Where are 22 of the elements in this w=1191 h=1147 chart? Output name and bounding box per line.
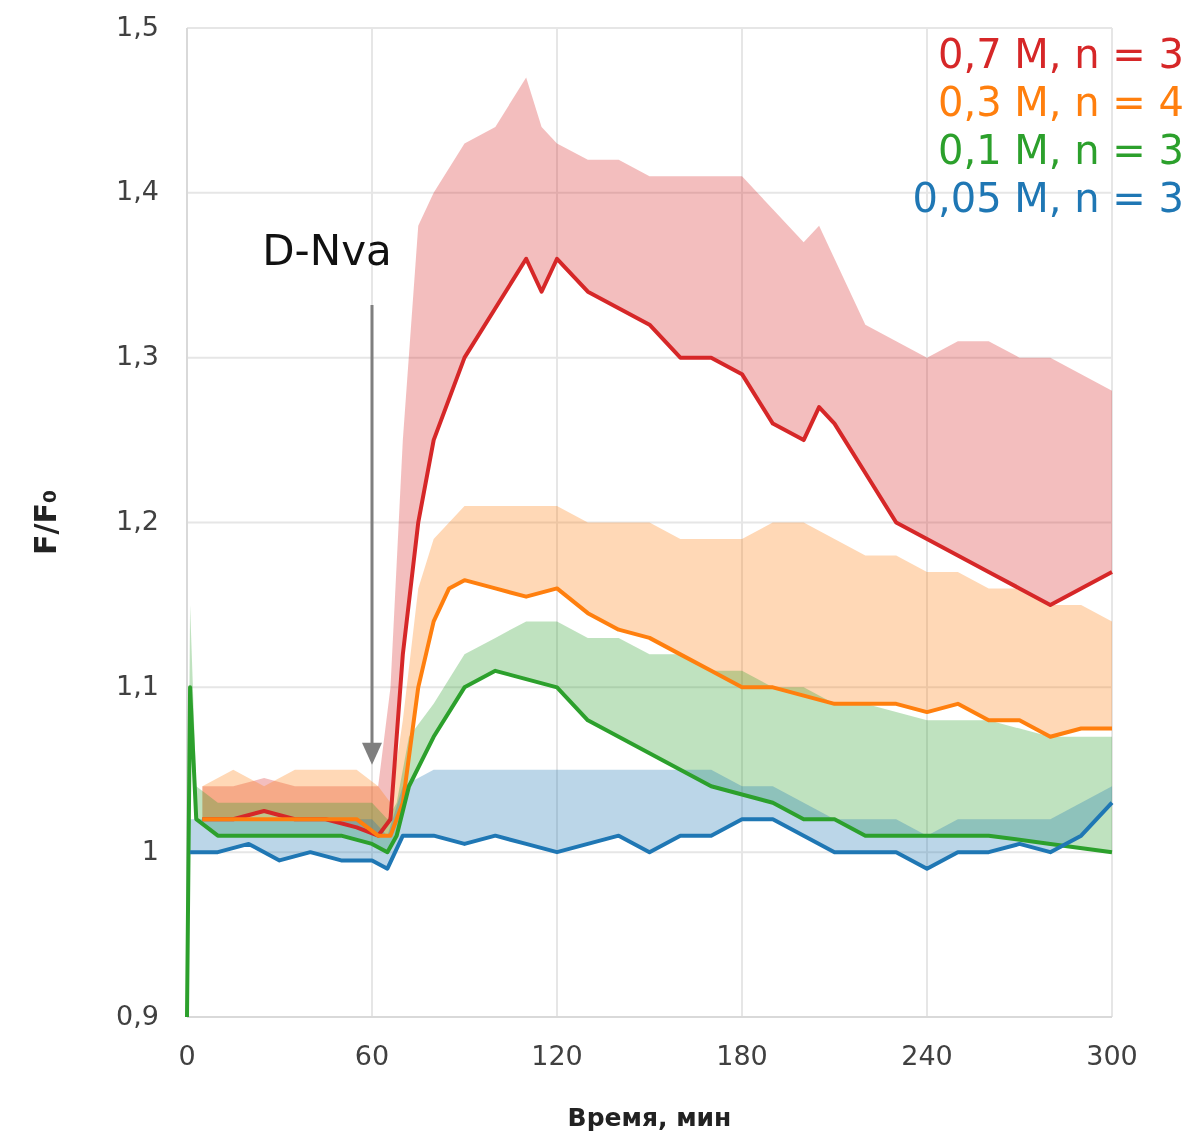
y-tick-label: 1,3 xyxy=(116,340,159,372)
y-tick-label: 1,4 xyxy=(116,175,159,207)
y-axis-title: F/F₀ xyxy=(28,489,63,556)
y-tick-label: 1,1 xyxy=(116,669,159,701)
annotation: D-Nva xyxy=(262,225,392,275)
text: 0,3 M, n = 4 xyxy=(937,79,1184,125)
y-tick-label: 0,9 xyxy=(116,999,159,1031)
y-tick-label: 1 xyxy=(141,834,159,866)
x-tick-label: 0 xyxy=(178,1040,196,1071)
x-tick-label: 120 xyxy=(531,1040,583,1071)
x-tick-label: 300 xyxy=(1086,1040,1138,1071)
text: 0,1 M, n = 3 xyxy=(937,127,1184,173)
line-series xyxy=(188,800,1114,871)
y-tick-label: 1,2 xyxy=(116,505,159,536)
x-tick-label: 180 xyxy=(716,1040,768,1071)
x-axis-title: Время, мин xyxy=(567,1103,732,1132)
text: 0,05 M, n = 3 xyxy=(912,175,1184,221)
x-tick-label: 60 xyxy=(354,1040,390,1071)
line-series xyxy=(200,578,1114,838)
text: 0,7 M, n = 3 xyxy=(937,31,1184,77)
x-tick-label: 240 xyxy=(901,1040,953,1071)
y-tick-label: 1,5 xyxy=(116,10,159,42)
